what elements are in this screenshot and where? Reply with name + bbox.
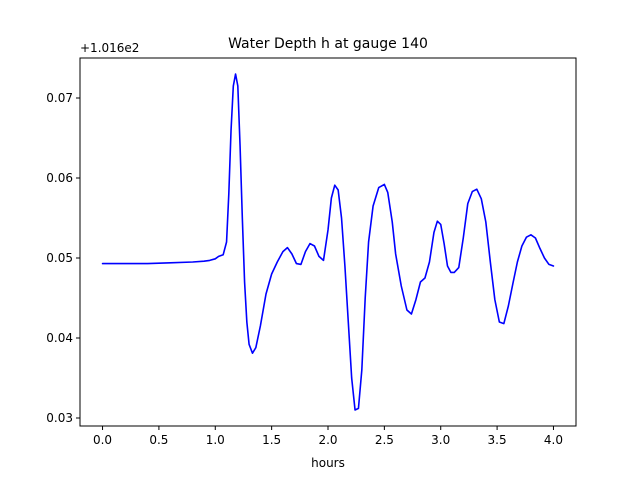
series-line-0 — [101, 73, 555, 411]
x-tick-label: 2.0 — [318, 433, 337, 447]
x-tick-label: 2.5 — [375, 433, 394, 447]
y-tick-label: 0.05 — [46, 251, 73, 265]
x-tick-label: 1.0 — [206, 433, 225, 447]
plot-area: 0.0 0.5 1.0 1.5 2.0 2.5 3.0 3.5 4.0 0.03 0.04 0.05 0… — [46, 57, 577, 447]
x-tick-label: 0.0 — [93, 433, 112, 447]
chart-title: Water Depth h at gauge 140 — [228, 36, 428, 52]
x-tick-label: 1.5 — [262, 433, 281, 447]
y-tick-label: 0.04 — [46, 331, 73, 345]
x-tick-label: 0.5 — [149, 433, 168, 447]
y-tick-label: 0.06 — [46, 171, 73, 185]
x-tick-label: 3.5 — [488, 433, 507, 447]
y-axis-offset-label: +1.016e2 — [80, 41, 139, 55]
x-tick-label: 3.0 — [431, 433, 450, 447]
y-tick-label: 0.03 — [46, 411, 73, 425]
x-tick-label: 4.0 — [544, 433, 563, 447]
x-axis-label: hours — [311, 456, 345, 470]
y-tick-label: 0.07 — [46, 91, 73, 105]
